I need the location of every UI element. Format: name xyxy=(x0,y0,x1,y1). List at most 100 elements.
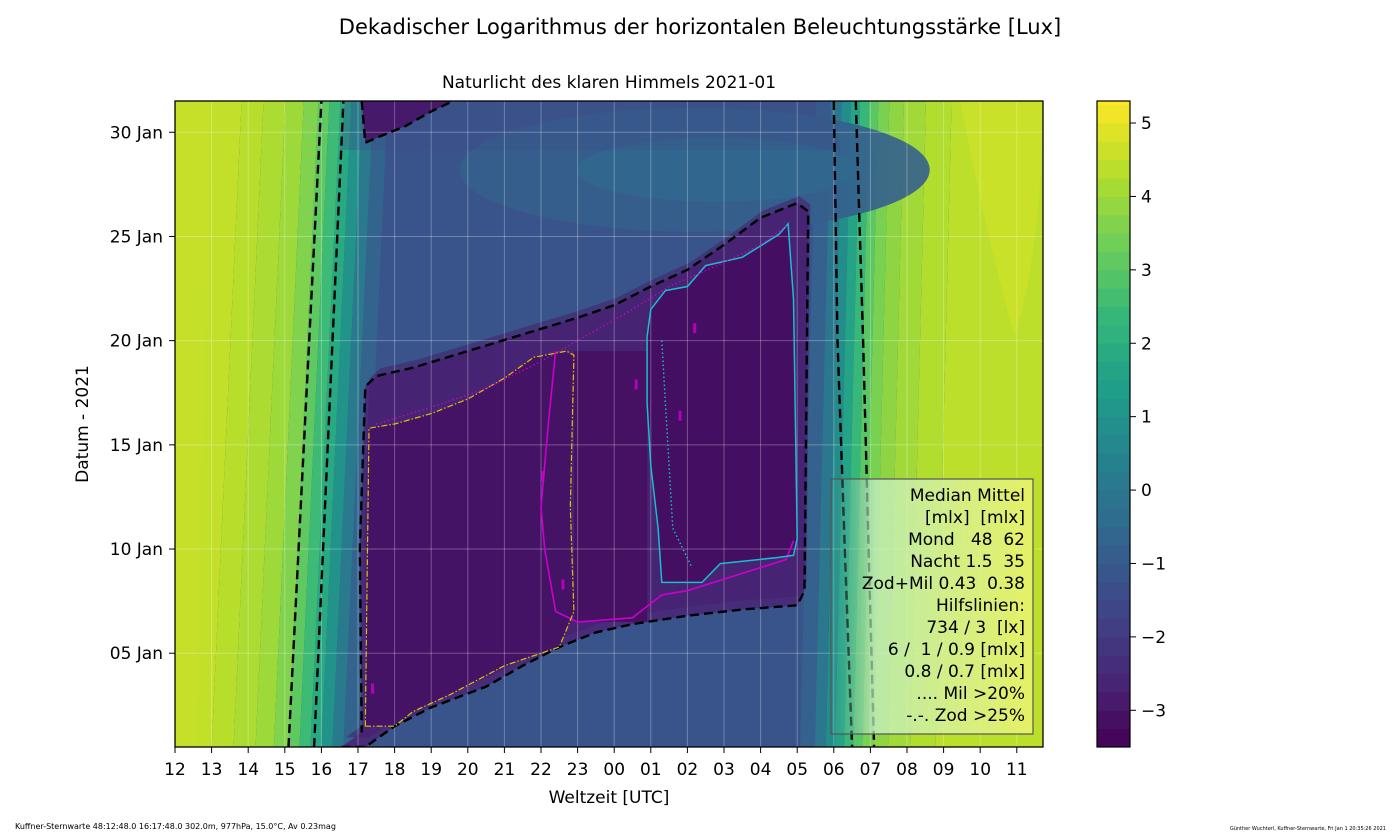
colorbar-level xyxy=(1097,141,1130,161)
light-band xyxy=(321,101,363,747)
colorbar-level xyxy=(1097,361,1130,381)
legend-line: Zod+Mil 0.43 0.38 xyxy=(862,574,1025,594)
y-tick-label: 30 Jan xyxy=(110,123,163,143)
colorbar-level xyxy=(1097,306,1130,326)
colorbar-level xyxy=(1097,178,1130,197)
plot-frame xyxy=(174,100,1044,748)
contour-yellow xyxy=(364,350,575,727)
chart-title: Naturlicht des klaren Himmels 2021-01 xyxy=(442,73,776,93)
colorbar-tick-label: 3 xyxy=(1141,261,1152,281)
footer-station-info: Kuffner-Sternwarte 48:12:48.0 16:17:48.0… xyxy=(15,822,336,831)
contour-sunset-inner xyxy=(312,101,345,747)
colorbar-level xyxy=(1097,563,1130,583)
x-tick-label: 15 xyxy=(274,760,296,780)
contour-cyan xyxy=(646,222,798,584)
contour-sunset-outer xyxy=(287,101,323,747)
legend-line: Nacht 1.5 35 xyxy=(910,552,1025,572)
colorbar-level xyxy=(1097,581,1130,601)
x-tick-label: 04 xyxy=(750,760,772,780)
upper-dim xyxy=(340,101,840,150)
colorbar-level xyxy=(1097,636,1130,656)
colorbar-level xyxy=(1097,196,1130,216)
colorbar-level xyxy=(1097,251,1130,271)
light-band xyxy=(255,101,304,747)
x-tick-label: 03 xyxy=(713,760,735,780)
colorbar-level xyxy=(1097,728,1130,748)
colorbar-level xyxy=(1097,453,1130,473)
colorbar-level xyxy=(1097,471,1130,491)
colorbar-tick-label: 5 xyxy=(1141,114,1152,134)
y-tick-label: 05 Jan xyxy=(110,644,163,664)
x-axis-label: Weltzeit [UTC] xyxy=(549,788,670,808)
colorbar-level xyxy=(1097,710,1130,730)
x-tick-label: 05 xyxy=(786,760,808,780)
colorbar-tick-label: 1 xyxy=(1141,408,1152,428)
contour-speck xyxy=(634,379,638,390)
colorbar-level xyxy=(1097,159,1130,179)
x-tick-label: 20 xyxy=(457,760,479,780)
x-tick-label: 23 xyxy=(567,760,589,780)
legend-lines: Median Mittel[mlx] [mlx]Mond 48 62Nacht … xyxy=(862,486,1025,726)
colorbar-level xyxy=(1097,691,1130,711)
x-tick-label: 13 xyxy=(201,760,223,780)
x-tick-label: 12 xyxy=(164,760,186,780)
x-tick-label: 22 xyxy=(530,760,552,780)
contour-mil-dotted xyxy=(376,225,787,425)
contour-moon-upper xyxy=(360,101,454,145)
light-band xyxy=(273,101,319,747)
legend-line: Hilfslinien: xyxy=(936,596,1025,616)
colorbar-level xyxy=(1097,508,1130,528)
colorbar-tick-label: −3 xyxy=(1141,701,1166,721)
y-tick-label: 15 Jan xyxy=(110,436,163,456)
y-axis: 05 Jan 10 Jan 15 Jan 20 Jan 25 Jan 30 Jan xyxy=(110,123,175,664)
night-deep-west xyxy=(365,351,574,727)
colorbar: 5 4 3 2 1 0 −1 −2 −3 xyxy=(1096,100,1166,748)
colorbar-level xyxy=(1097,288,1130,307)
colorbar-level xyxy=(1097,673,1130,693)
colorbar-tick-label: 2 xyxy=(1141,334,1152,354)
legend-line: -.-. Zod >25% xyxy=(906,706,1025,726)
colorbar-level xyxy=(1097,398,1130,418)
contour-speck xyxy=(693,323,697,334)
light-band xyxy=(800,101,831,747)
colorbar-level xyxy=(1097,618,1130,638)
y-tick-label: 25 Jan xyxy=(110,227,163,247)
legend-line: [mlx] [mlx] xyxy=(925,508,1025,528)
colorbar-levels xyxy=(1097,101,1130,748)
colorbar-level xyxy=(1097,655,1130,674)
y-tick-label: 20 Jan xyxy=(110,332,163,352)
y-tick-label: 10 Jan xyxy=(110,540,163,560)
figure-suptitle: Dekadischer Logarithmus der horizontalen… xyxy=(339,15,1061,39)
contour-speck xyxy=(541,471,545,482)
legend-line: 734 / 3 [lx] xyxy=(926,618,1025,638)
daylight-lobe xyxy=(960,101,1043,335)
legend-line: 6 / 1 / 0.9 [mlx] xyxy=(888,640,1025,660)
x-tick-label: 02 xyxy=(677,760,699,780)
x-axis: 12 13 14 15 16 17 18 19 20 21 22 23 00 01 02 03 04 05 06 07… xyxy=(164,747,1028,780)
contour-cyan-dotted xyxy=(661,340,692,567)
x-tick-label: 07 xyxy=(860,760,882,780)
colorbar-tick-label: −2 xyxy=(1141,628,1166,648)
colorbar-level xyxy=(1097,435,1130,454)
contour-speck xyxy=(678,410,682,421)
legend-line: .... Mil >20% xyxy=(916,684,1025,704)
colorbar-frame xyxy=(1096,100,1131,748)
night-deep-east xyxy=(647,223,798,583)
colorbar-tick-label: 0 xyxy=(1141,481,1152,501)
colorbar-level xyxy=(1097,490,1130,509)
colorbar-level xyxy=(1097,343,1130,363)
light-band xyxy=(814,101,842,747)
colorbar-level xyxy=(1097,104,1130,124)
colorbar-tick-label: 4 xyxy=(1141,187,1152,207)
contour-lines xyxy=(287,101,876,747)
contour-speck xyxy=(561,579,565,590)
x-tick-label: 09 xyxy=(933,760,955,780)
x-tick-label: 21 xyxy=(494,760,516,780)
colorbar-level xyxy=(1097,233,1130,252)
light-band xyxy=(211,101,264,747)
contour-speck xyxy=(371,683,375,694)
light-band xyxy=(299,101,341,747)
colorbar-tick-label: −1 xyxy=(1141,554,1166,574)
y-axis-label: Datum - 2021 xyxy=(73,365,93,483)
